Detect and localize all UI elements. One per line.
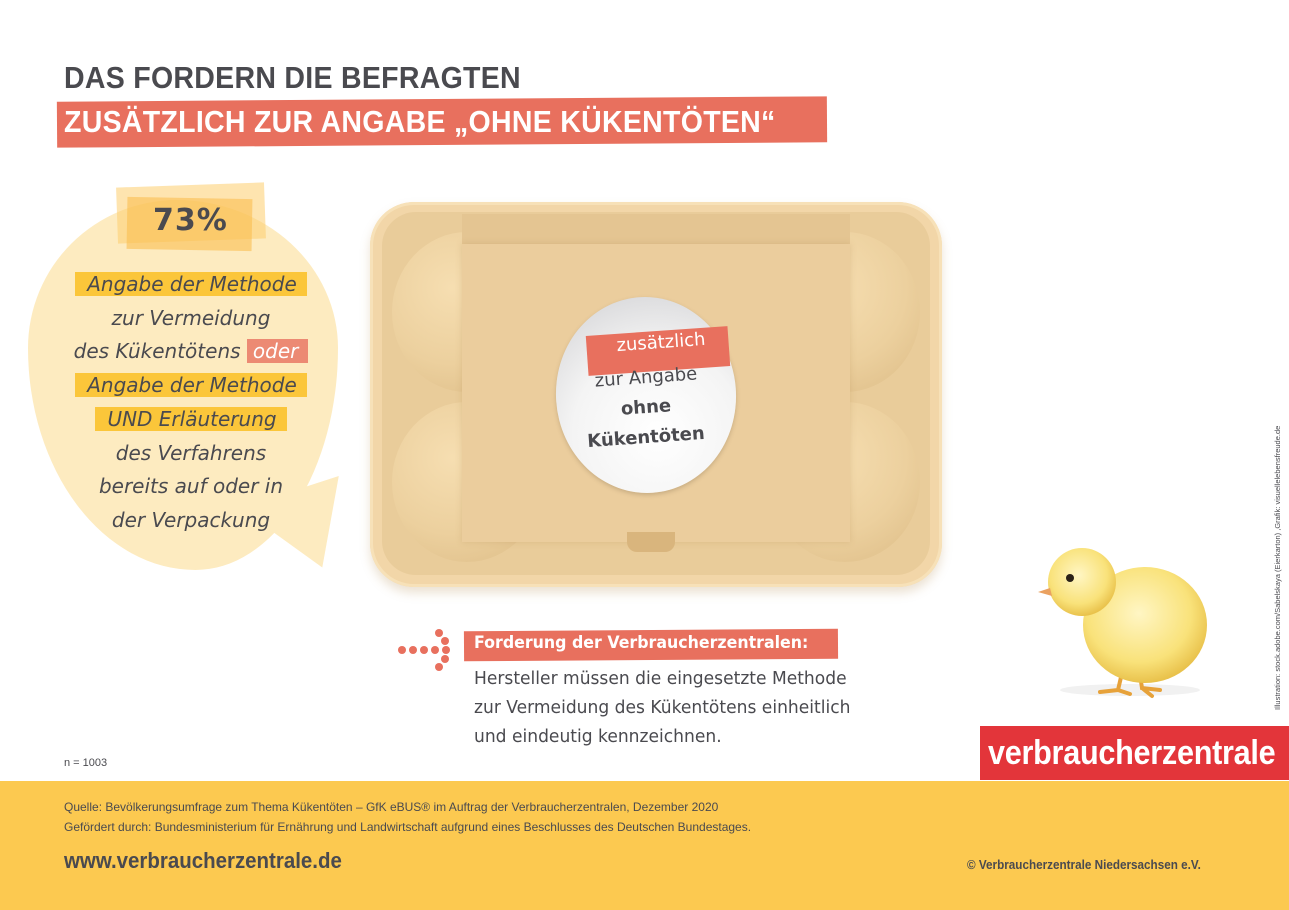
bubble-text: Angabe der Methode zur Vermeidung des Kü…	[44, 268, 338, 538]
carton-lid-tab	[627, 532, 675, 552]
chick-illustration	[1038, 548, 1207, 698]
bubble-line: zur Vermeidung	[111, 305, 271, 330]
copyright: © Verbraucherzentrale Niedersachsen e.V.	[967, 857, 1201, 872]
headline: DAS FORDERN DIE BEFRAGTEN	[64, 60, 521, 95]
bubble-line: des Kükentötens oder	[44, 335, 338, 369]
percentage-value: 73%	[153, 203, 228, 238]
brand-logo: verbraucherzentrale	[980, 726, 1289, 780]
carton-lid-top	[462, 214, 850, 246]
source-note: Quelle: Bevölkerungsumfrage zum Thema Kü…	[64, 800, 752, 834]
bubble-line: des Verfahrens	[115, 440, 267, 465]
footer	[0, 781, 1289, 910]
dotted-arrow-icon	[398, 626, 458, 671]
sample-size: n = 1003	[64, 757, 108, 769]
bubble-line: UND Erläuterung	[44, 403, 338, 437]
bubble-line: Angabe der Methode	[44, 268, 338, 302]
demand-heading: Forderung der Verbraucherzentralen:	[474, 633, 809, 653]
bubble-line: Angabe der Methode	[44, 369, 338, 403]
website-link[interactable]: www.verbraucherzentrale.de	[64, 848, 342, 873]
subheadline: ZUSÄTZLICH ZUR ANGABE „OHNE KÜKENTÖTEN“	[64, 104, 776, 139]
image-credit: Illustration: stock.adobe.com/Sabelskaya…	[1273, 425, 1282, 710]
oder-highlight: oder	[246, 339, 309, 364]
demand-body: Hersteller müssen die eingesetzte Method…	[474, 668, 851, 747]
bubble-line: der Verpackung	[111, 507, 271, 532]
bubble-line: bereits auf oder in	[98, 474, 284, 499]
